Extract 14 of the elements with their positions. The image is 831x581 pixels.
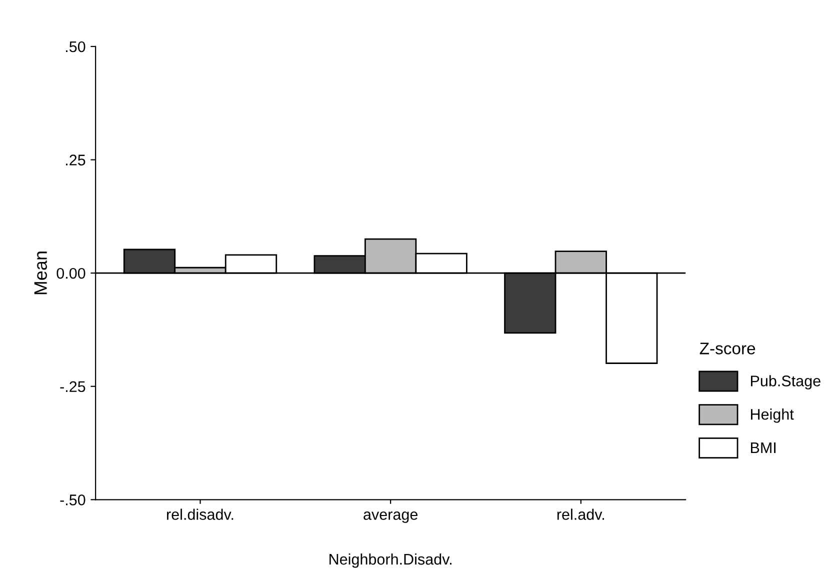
y-tick-label: -.50 xyxy=(60,494,86,506)
x-tick-label: rel.adv. xyxy=(557,508,604,520)
y-axis-title: Mean xyxy=(34,252,47,294)
x-axis-title: Neighborh.Disadv. xyxy=(330,553,452,568)
legend-label: BMI xyxy=(750,442,776,453)
x-tick-label: average xyxy=(364,512,418,523)
y-tick-label: -.25 xyxy=(60,381,86,392)
x-tick-label: rel.disadv. xyxy=(167,508,234,520)
legend-label: Height xyxy=(750,408,794,423)
y-tick-label: .50 xyxy=(66,41,86,52)
legend-title: Z-score xyxy=(700,342,756,354)
y-tick-label: .25 xyxy=(66,154,86,166)
y-tick-label: 0.00 xyxy=(56,268,86,279)
legend-label: Pub.Stage xyxy=(750,375,820,390)
